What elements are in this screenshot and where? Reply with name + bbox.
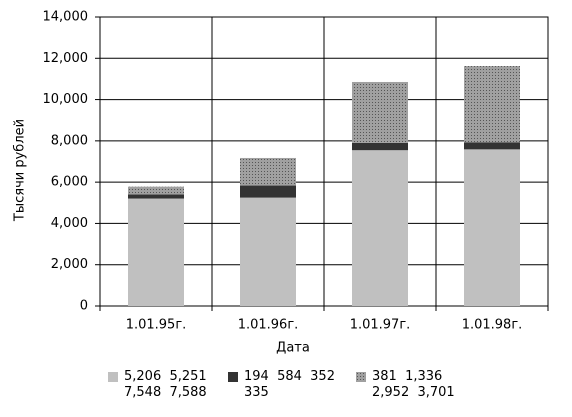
legend-entry: 194 584 352 335 (228, 369, 344, 401)
legend-swatch (108, 372, 118, 382)
y-tick-label: 14,000 (43, 10, 89, 25)
y-tick-label: 10,000 (43, 92, 89, 107)
plot-border (99, 16, 549, 307)
y-tick-label: 12,000 (43, 51, 89, 66)
bar-segment (240, 157, 296, 186)
legend-label: 194 584 352 335 (244, 369, 340, 400)
x-tick-label: 1.01.97г. (350, 318, 411, 333)
bar-segment (352, 81, 408, 143)
y-tick-label: 8,000 (51, 133, 88, 148)
legend-entry: 5,206 5,251 7,548 7,588 (108, 369, 212, 401)
legend-label: 5,206 5,251 7,548 7,588 (124, 369, 211, 400)
x-tick-label: 1.01.96г. (238, 318, 299, 333)
bar-segment (464, 149, 520, 306)
chart: Тысячи рублей Дата 0 2,000 4,000 6,000 8,000… (13, 10, 549, 356)
bar-segment (352, 150, 408, 306)
bar-segment (464, 142, 520, 150)
x-axis-label: Дата (276, 341, 310, 356)
y-tick-label: 4,000 (51, 216, 88, 231)
legend-label: 381 1,336 2,952 3,701 (372, 369, 455, 400)
y-axis-label: Тысячи рублей (13, 119, 28, 222)
bar-segment (464, 66, 520, 143)
y-tick-label: 2,000 (51, 257, 88, 272)
legend-entry: 381 1,336 2,952 3,701 (356, 369, 464, 401)
legend-swatch (228, 372, 238, 382)
bar-segment (352, 142, 408, 151)
bar-segment (240, 185, 296, 198)
bar-segment (128, 194, 184, 199)
x-tick-label: 1.01.95г. (126, 318, 187, 333)
bar-segment (240, 197, 296, 306)
bar-segment (128, 198, 184, 306)
bar-segment (128, 186, 184, 195)
legend-swatch (356, 372, 366, 382)
x-tick-label: 1.01.98г. (462, 318, 523, 333)
y-tick-label: 6,000 (51, 175, 88, 190)
y-tick-label: 0 (80, 299, 88, 314)
